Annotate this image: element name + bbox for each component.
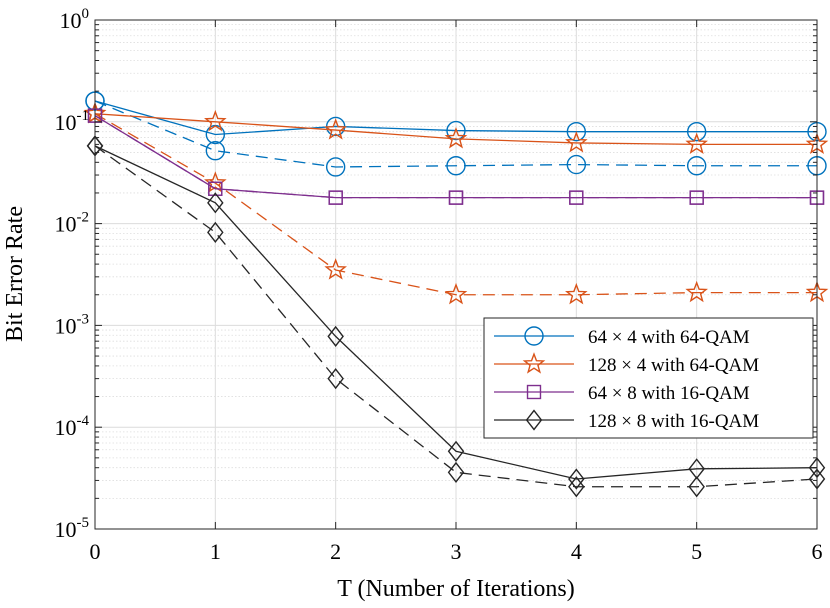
star-marker — [565, 131, 588, 153]
diamond-marker — [447, 440, 465, 462]
x-tick-label: 4 — [571, 539, 582, 564]
diamond-marker — [207, 192, 224, 214]
x-tick-label: 5 — [691, 539, 702, 564]
y-tick-labels: 100 10-1 10-2 10-3 10-4 10-5 — [55, 6, 90, 542]
x-tick-label: 1 — [210, 539, 221, 564]
circle-marker — [205, 141, 226, 161]
star-marker — [204, 109, 227, 132]
series-7 — [86, 135, 826, 498]
circle-marker — [446, 156, 466, 176]
x-tick-label: 0 — [90, 539, 101, 564]
x-tick-label: 6 — [812, 539, 823, 564]
diamond-marker — [568, 468, 585, 490]
star-marker — [204, 171, 227, 193]
diamond-marker — [447, 461, 465, 483]
series-line — [94, 100, 817, 168]
legend-label: 64 × 8 with 16-QAM — [588, 383, 750, 404]
star-marker — [522, 352, 546, 374]
diamond-marker — [207, 221, 224, 243]
diamond-marker — [327, 368, 344, 390]
legend-entry: 128 × 8 with 16-QAM — [494, 409, 759, 432]
circle-marker — [524, 326, 544, 346]
star-marker — [685, 280, 708, 303]
circle-marker — [566, 154, 587, 175]
star-marker — [324, 118, 347, 140]
series-layer — [83, 91, 829, 498]
x-tick-label: 2 — [330, 539, 341, 564]
grid — [95, 20, 817, 529]
square-marker — [448, 190, 464, 205]
circle-marker — [446, 120, 466, 141]
legend-label: 128 × 4 with 64-QAM — [588, 355, 759, 376]
circle-marker — [686, 156, 707, 176]
legend-entry: 64 × 8 with 16-QAM — [494, 383, 750, 404]
square-marker — [569, 190, 584, 205]
y-tick-label: 10-5 — [55, 515, 90, 542]
diamond-marker — [688, 476, 705, 498]
square-marker — [526, 384, 542, 400]
diamond-marker — [525, 409, 543, 431]
series-line — [94, 113, 817, 296]
square-marker — [208, 181, 223, 196]
star-marker — [444, 282, 468, 305]
series-2 — [83, 101, 829, 155]
legend: 64 × 4 with 64-QAM 128 × 4 with 64-QAM 64 … — [483, 317, 814, 439]
star-marker — [565, 282, 588, 305]
y-tick-label: 10-2 — [55, 210, 90, 237]
y-tick-label: 10-4 — [55, 413, 90, 440]
legend-entry: 64 × 4 with 64-QAM — [494, 326, 750, 348]
circle-marker — [325, 157, 346, 177]
legend-entry: 128 × 4 with 64-QAM — [494, 352, 759, 376]
legend-label: 128 × 8 with 16-QAM — [588, 411, 759, 432]
diamond-marker — [568, 476, 585, 498]
legend-box — [483, 317, 814, 439]
series-line — [94, 145, 818, 480]
square-marker — [328, 190, 343, 205]
star-marker — [324, 258, 347, 280]
diamond-marker — [327, 325, 344, 347]
tick-marks — [94, 19, 818, 530]
y-tick-label: 100 — [60, 6, 90, 33]
x-axis-label: T (Number of Iterations) — [337, 576, 574, 602]
y-tick-label: 10-3 — [55, 311, 90, 338]
series-line — [94, 145, 818, 488]
x-tick-labels: 0 1 2 3 4 5 6 — [90, 539, 823, 564]
star-marker — [685, 132, 708, 155]
circle-marker — [686, 121, 707, 142]
legend-label: 64 × 4 with 64-QAM — [588, 327, 750, 348]
series-line — [94, 113, 817, 146]
y-tick-label: 10-1 — [55, 108, 90, 135]
square-marker — [689, 190, 704, 205]
x-tick-label: 3 — [451, 539, 462, 564]
y-axis-label: Bit Error Rate — [2, 206, 28, 342]
star-marker — [444, 126, 468, 149]
circle-marker — [566, 121, 587, 142]
series-line — [94, 115, 817, 199]
